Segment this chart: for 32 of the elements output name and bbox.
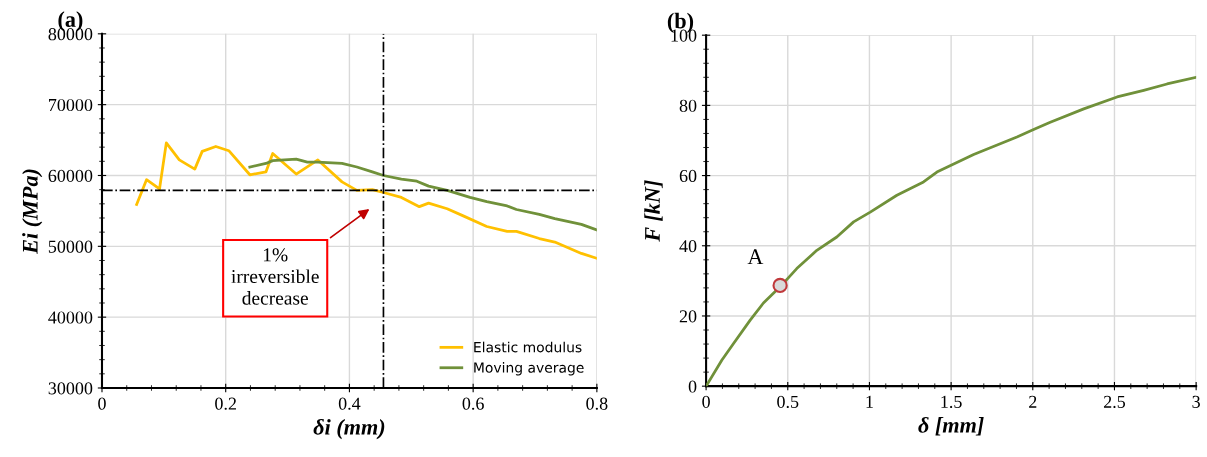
y-tick-label: 50000: [48, 240, 93, 253]
x-axis-title: δi (mm): [313, 418, 385, 440]
x-axis-title: δ [mm]: [918, 417, 984, 436]
x-tick-label: 1: [866, 395, 873, 408]
x-tick-label: 0: [98, 397, 106, 410]
x-tick-label: 0: [702, 395, 710, 408]
y-tick-label: 60000: [48, 169, 93, 182]
y-tick-label: 60: [679, 169, 697, 183]
y-axis-title: F [kN]: [644, 180, 663, 242]
y-tick-label: 20: [679, 310, 697, 323]
y-tick-label: 40000: [48, 311, 93, 324]
legend-label: Elastic modulus: [474, 341, 582, 353]
x-tick-label: 2.5: [1103, 395, 1126, 408]
y-tick-label: 70000: [49, 98, 93, 112]
y-tick-label: 80: [679, 99, 697, 112]
x-tick-label: 0.2: [215, 397, 236, 410]
x-tick-label: 0.6: [462, 397, 484, 410]
x-tick-label: 0.8: [586, 397, 608, 410]
x-tick-label: 0.4: [338, 397, 361, 410]
x-tick-label: 0.5: [777, 395, 799, 408]
y-tick-label: 0: [688, 380, 697, 393]
x-tick-label: 2: [1029, 395, 1037, 408]
annotation: A: [747, 249, 764, 265]
legend-label: Moving average: [474, 362, 584, 376]
y-tick-label: 40: [679, 240, 697, 253]
x-tick-label: 1.5: [941, 395, 962, 408]
line-series: [135, 141, 597, 260]
annotation: 1% irreversible decrease: [231, 248, 319, 305]
y-axis-title: Ei (MPa): [22, 169, 43, 254]
x-tick-label: 3: [1192, 395, 1200, 408]
line-series: [248, 157, 597, 232]
y-tick-label: 30000: [48, 382, 93, 395]
